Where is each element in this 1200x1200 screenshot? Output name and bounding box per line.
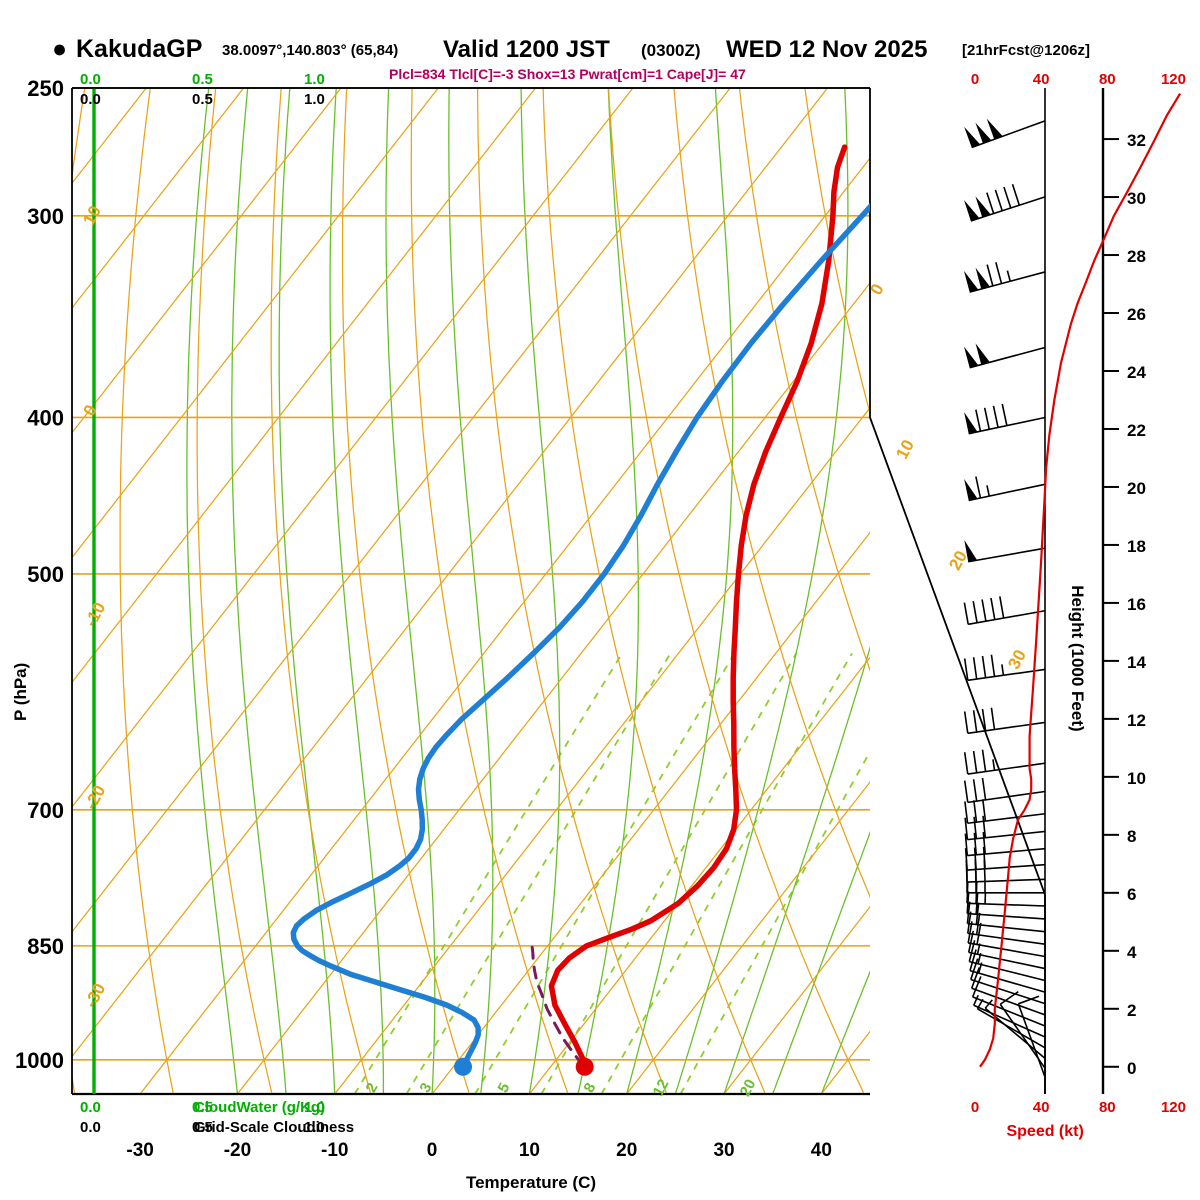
svg-text:30: 30 <box>1127 189 1146 208</box>
svg-text:-10: -10 <box>321 1140 348 1161</box>
svg-text:P (hPa): P (hPa) <box>11 663 30 721</box>
svg-text:12: 12 <box>650 1077 673 1100</box>
svg-text:4: 4 <box>1127 943 1137 962</box>
svg-text:20: 20 <box>616 1140 637 1161</box>
station-name: KakudaGP <box>76 35 202 63</box>
svg-text:Speed (kt): Speed (kt) <box>1006 1123 1083 1140</box>
svg-text:1.0: 1.0 <box>304 1119 325 1136</box>
svg-text:0.5: 0.5 <box>192 1099 213 1116</box>
svg-text:18: 18 <box>1127 537 1146 556</box>
svg-text:14: 14 <box>1127 653 1146 672</box>
svg-text:1.0: 1.0 <box>304 1099 325 1116</box>
svg-text:40: 40 <box>1033 1099 1050 1116</box>
svg-text:0.5: 0.5 <box>192 1119 213 1136</box>
svg-text:30: 30 <box>713 1140 734 1161</box>
svg-text:40: 40 <box>811 1140 832 1161</box>
header: ● KakudaGP 38.0097°,140.803° (65,84) Val… <box>52 35 1090 82</box>
svg-text:Temperature (C): Temperature (C) <box>466 1173 596 1192</box>
svg-text:400: 400 <box>27 405 64 430</box>
valid-time: Valid 1200 JST <box>443 36 610 63</box>
svg-text:250: 250 <box>27 76 64 101</box>
svg-text:700: 700 <box>27 798 64 823</box>
svg-text:0: 0 <box>971 1099 979 1116</box>
speed-profile <box>979 93 1182 1068</box>
svg-text:1.0: 1.0 <box>304 91 325 108</box>
isotherm-lines <box>72 88 870 1094</box>
svg-text:0.0: 0.0 <box>80 71 101 88</box>
svg-text:80: 80 <box>1099 1099 1116 1116</box>
svg-text:80: 80 <box>1099 71 1116 88</box>
svg-text:6: 6 <box>1127 885 1136 904</box>
svg-text:40: 40 <box>1033 71 1050 88</box>
valid-date: WED 12 Nov 2025 <box>726 36 927 63</box>
svg-text:-30: -30 <box>126 1140 153 1161</box>
svg-text:12: 12 <box>1127 711 1146 730</box>
svg-text:0: 0 <box>971 71 979 88</box>
zulu-time: (0300Z) <box>641 41 701 60</box>
station-marker-icon: ● <box>52 35 67 63</box>
svg-text:2: 2 <box>1127 1001 1136 1020</box>
wind-barbs <box>963 118 1046 1078</box>
svg-text:1.0: 1.0 <box>304 71 325 88</box>
svg-text:120: 120 <box>1161 1099 1186 1116</box>
sounding-traces <box>290 144 870 1076</box>
svg-text:32: 32 <box>1127 131 1146 150</box>
svg-text:0.0: 0.0 <box>80 1119 101 1136</box>
svg-text:0.0: 0.0 <box>80 1099 101 1116</box>
svg-text:26: 26 <box>1127 305 1146 324</box>
svg-text:8: 8 <box>1127 827 1136 846</box>
svg-text:300: 300 <box>27 204 64 229</box>
svg-text:20: 20 <box>1127 479 1146 498</box>
svg-text:CloudWater (g/Kg): CloudWater (g/Kg) <box>194 1099 325 1116</box>
svg-text:0.5: 0.5 <box>192 91 213 108</box>
sounding-stats: Plcl=834 Tlcl[C]=-3 Shox=13 Pwrat[cm]=1 … <box>389 66 746 82</box>
svg-text:0.5: 0.5 <box>192 71 213 88</box>
svg-text:16: 16 <box>1127 595 1146 614</box>
svg-text:850: 850 <box>27 934 64 959</box>
svg-text:0: 0 <box>427 1140 438 1161</box>
moist-adiabat-lines <box>186 88 870 1094</box>
svg-text:500: 500 <box>27 562 64 587</box>
forecast-info: [21hrFcst@1206z] <box>962 42 1090 59</box>
station-coords: 38.0097°,140.803° (65,84) <box>222 42 398 59</box>
svg-text:24: 24 <box>1127 363 1146 382</box>
svg-text:10: 10 <box>1127 769 1146 788</box>
svg-text:Grid-Scale Cloudiness: Grid-Scale Cloudiness <box>194 1119 354 1136</box>
svg-text:1000: 1000 <box>15 1048 64 1073</box>
svg-text:0: 0 <box>1127 1059 1136 1078</box>
plot-frame <box>71 87 1105 1096</box>
svg-text:-20: -20 <box>224 1140 251 1161</box>
svg-text:10: 10 <box>519 1140 540 1161</box>
svg-text:28: 28 <box>1127 247 1146 266</box>
svg-text:22: 22 <box>1127 421 1146 440</box>
svg-text:0.0: 0.0 <box>80 91 101 108</box>
svg-text:Height (1000 Feet): Height (1000 Feet) <box>1068 585 1087 731</box>
svg-text:20: 20 <box>737 1077 760 1100</box>
svg-text:120: 120 <box>1161 71 1186 88</box>
